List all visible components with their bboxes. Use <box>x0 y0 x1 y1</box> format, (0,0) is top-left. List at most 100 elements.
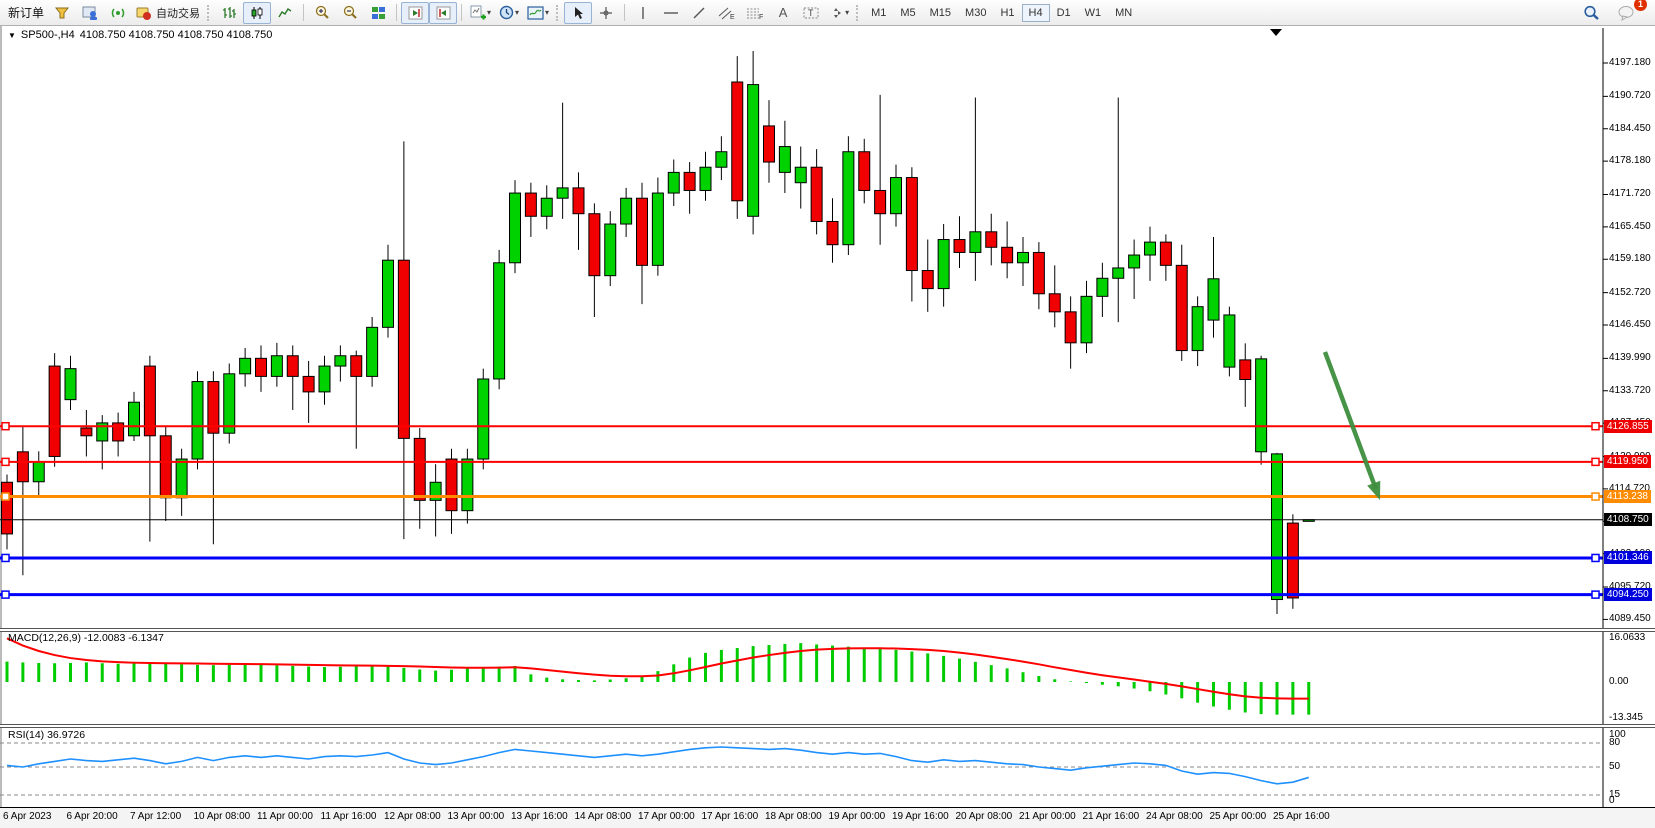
timeframe-mn[interactable]: MN <box>1115 6 1133 19</box>
candle-body <box>382 259 394 328</box>
equidistant-channel-icon[interactable]: E <box>713 2 741 24</box>
candle-body <box>874 189 887 215</box>
hline-handle <box>1591 590 1600 599</box>
new-chart-icon[interactable]: ▾ <box>466 2 495 24</box>
timeframe-w1[interactable]: W1 <box>1084 6 1102 19</box>
candle-body <box>985 231 998 248</box>
zoom-out-icon[interactable] <box>336 2 364 24</box>
candle-body <box>1191 306 1204 352</box>
candlestick-chart-icon[interactable] <box>243 1 272 24</box>
candle-body <box>1271 453 1283 601</box>
search-icon[interactable] <box>1577 2 1605 24</box>
timeframe-m1[interactable]: M1 <box>871 6 887 19</box>
cursor-icon[interactable] <box>564 1 593 24</box>
timeframe-m5[interactable]: M5 <box>900 6 916 19</box>
rsi-scale-label: 80 <box>1609 737 1621 748</box>
candle-body <box>1223 314 1236 368</box>
ohlc-values: 4108.750 4108.750 4108.750 4108.750 <box>79 29 273 41</box>
time-axis[interactable]: 6 Apr 2023 6 Apr 20:00 7 Apr 12:00 10 Apr 0… <box>0 807 1655 828</box>
timeframe-h4[interactable]: H4 <box>1021 3 1050 22</box>
vertical-line-icon[interactable] <box>629 2 657 24</box>
candle-body <box>794 166 807 184</box>
macd-scale-label: 16.0633 <box>1609 632 1646 644</box>
macd-signal-line <box>6 637 1309 700</box>
macd-pane-divider[interactable] <box>0 628 1655 632</box>
horizontal-line-icon[interactable] <box>657 2 685 24</box>
chat-icon[interactable]: 1 <box>1613 0 1647 24</box>
funnel-icon[interactable] <box>48 2 76 24</box>
period-icon[interactable]: ▾ <box>495 2 523 24</box>
down-arrow-head <box>1367 480 1381 500</box>
candle-body <box>1032 251 1045 295</box>
timeframe-m15[interactable]: M15 <box>929 6 952 19</box>
candle-body <box>1286 522 1299 599</box>
zoom-in-icon[interactable] <box>308 2 336 24</box>
candle-body <box>588 213 601 277</box>
chart-shift-icon[interactable] <box>429 1 458 24</box>
candle-body <box>826 220 839 246</box>
candle-body <box>64 368 77 401</box>
candle-body <box>969 231 982 253</box>
tile-windows-icon[interactable] <box>364 2 392 24</box>
rsi-scale-label: 50 <box>1609 761 1621 772</box>
time-axis-label: 7 Apr 12:00 <box>130 811 182 822</box>
candle-body <box>778 146 791 173</box>
time-axis-label: 20 Apr 08:00 <box>955 811 1013 822</box>
price-tick-label: 4089.450 <box>1609 613 1651 625</box>
candle-body <box>318 365 331 393</box>
candle-body <box>445 458 458 512</box>
arrows-tool-icon[interactable]: ▾ <box>825 2 853 24</box>
time-axis-label: 6 Apr 20:00 <box>66 811 118 822</box>
time-axis-label: 6 Apr 2023 <box>3 811 52 822</box>
time-axis-label: 21 Apr 00:00 <box>1019 811 1076 822</box>
trendline-icon[interactable] <box>685 2 713 24</box>
candle-body <box>255 357 267 377</box>
candle-body <box>493 262 506 380</box>
time-axis-label: 12 Apr 08:00 <box>384 811 441 822</box>
toolbar-grip <box>207 4 212 21</box>
hline-handle <box>1591 553 1600 563</box>
new-order-button[interactable]: 新订单 <box>8 6 45 20</box>
symbol-period-label: SP500-,H4 <box>20 29 75 41</box>
time-axis-label: 24 Apr 08:00 <box>1146 811 1203 822</box>
template-icon[interactable]: ▾ <box>523 2 553 24</box>
macd-scale-label: 0.00 <box>1609 676 1629 687</box>
candle-body <box>651 192 664 266</box>
candle-body <box>413 437 426 501</box>
price-tick-label: 4146.450 <box>1609 319 1651 330</box>
timeframe-m30[interactable]: M30 <box>965 6 987 19</box>
auto-scroll-icon[interactable] <box>401 1 430 24</box>
time-axis-label: 18 Apr 08:00 <box>765 811 822 822</box>
candle-body <box>921 270 934 290</box>
candle-body <box>461 458 474 512</box>
candle-body <box>1175 264 1188 352</box>
time-axis-label: 17 Apr 16:00 <box>701 811 759 822</box>
candle-body <box>477 378 490 460</box>
candle-body <box>1128 254 1141 269</box>
fibonacci-icon[interactable]: F <box>741 2 769 24</box>
symbol-dropdown-icon[interactable]: ▼ <box>8 30 16 40</box>
candle-body <box>1239 359 1252 380</box>
bar-chart-icon[interactable] <box>215 2 243 24</box>
dropdown-arrow-icon: ▾ <box>487 8 492 17</box>
text-label-icon[interactable]: T <box>797 2 825 24</box>
candle-body <box>1080 295 1093 344</box>
candle-body <box>207 381 220 434</box>
crosshair-icon[interactable] <box>592 2 620 24</box>
candle-body <box>699 166 712 191</box>
signal-icon[interactable] <box>104 2 132 24</box>
timeframe-h1[interactable]: H1 <box>1000 6 1015 19</box>
line-chart-icon[interactable] <box>271 2 299 24</box>
autotrading-label: 自动交易 <box>156 7 201 20</box>
time-axis-label: 21 Apr 16:00 <box>1082 811 1140 822</box>
candle-body <box>905 177 918 272</box>
timeframe-d1[interactable]: D1 <box>1056 6 1071 19</box>
rsi-pane-divider[interactable] <box>0 724 1655 728</box>
time-axis-label: 11 Apr 00:00 <box>257 811 313 822</box>
autotrading-button[interactable]: 自动交易 <box>132 2 204 24</box>
candle-body <box>937 239 950 290</box>
candle-body <box>636 197 648 266</box>
text-icon[interactable]: A <box>778 5 788 20</box>
profile-icon[interactable] <box>76 2 104 24</box>
